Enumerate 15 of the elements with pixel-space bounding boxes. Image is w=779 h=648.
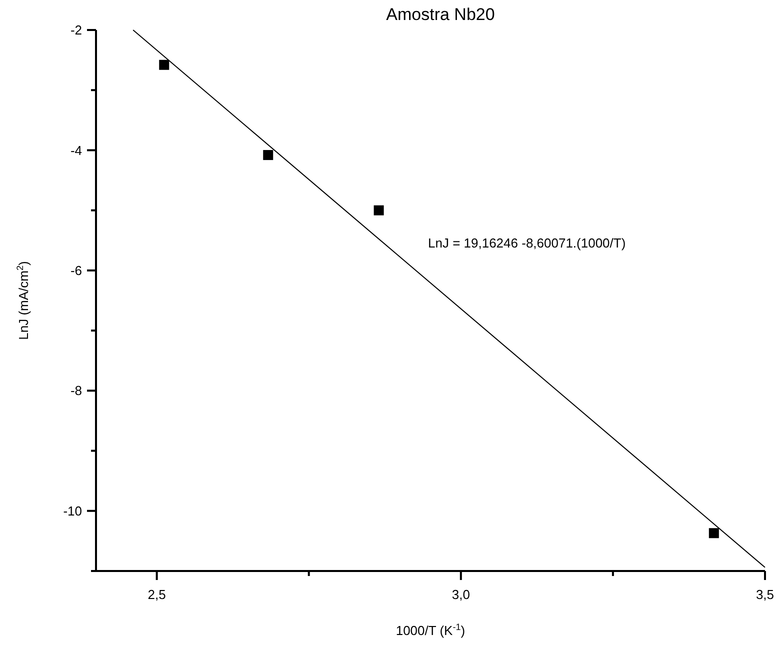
y-tick-label: -6 (70, 262, 82, 278)
point (708, 528, 719, 538)
x-axis-title: 1000/T (K$^{-1}$) (396, 622, 466, 638)
y-tick-label: -8 (70, 383, 82, 398)
point (263, 150, 274, 160)
y-tick-label: -10 (63, 503, 82, 518)
x-tick-label: 2,5 (148, 587, 166, 602)
x-tick-label: 3,5 (756, 587, 774, 602)
point (159, 60, 170, 70)
chart-title: Amostra Nb20 (386, 5, 495, 24)
point (374, 205, 384, 216)
annotation: LnJ = 19,16246 -8,60071.(1000/T) (428, 236, 626, 251)
y-tick-label: -2 (70, 22, 82, 38)
y-tick-label: -4 (70, 142, 82, 158)
x-tick-label: 3,0 (452, 587, 470, 602)
